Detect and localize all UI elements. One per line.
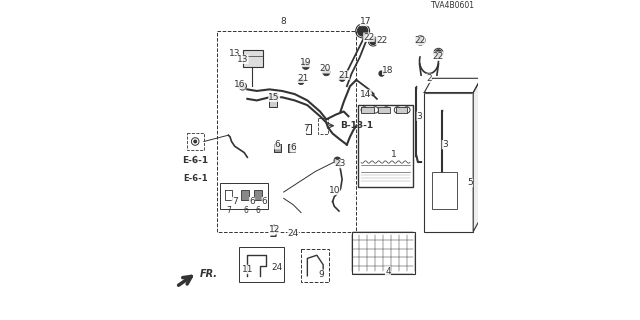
Circle shape: [379, 71, 384, 76]
Bar: [221, 183, 268, 209]
Polygon shape: [473, 78, 481, 232]
Text: 3: 3: [417, 112, 422, 121]
Text: E-6-1: E-6-1: [182, 156, 208, 165]
Text: 9: 9: [319, 270, 324, 279]
Text: 7: 7: [226, 206, 231, 215]
Text: 6: 6: [249, 197, 255, 206]
Bar: [361, 107, 374, 113]
Circle shape: [298, 78, 304, 84]
Bar: [301, 249, 330, 282]
Bar: [289, 144, 295, 152]
Circle shape: [417, 37, 424, 44]
Text: 24: 24: [272, 263, 283, 272]
Text: 17: 17: [360, 17, 372, 26]
Circle shape: [339, 75, 345, 82]
Text: 15: 15: [268, 93, 280, 102]
Bar: [378, 107, 390, 113]
Text: 6: 6: [256, 206, 261, 215]
Text: 12: 12: [269, 226, 280, 235]
Text: 2: 2: [426, 74, 432, 83]
Text: 6: 6: [275, 140, 280, 149]
Text: 23: 23: [335, 159, 346, 168]
Text: 22: 22: [433, 52, 444, 61]
Text: 10: 10: [328, 186, 340, 195]
Text: 18: 18: [382, 66, 394, 75]
Bar: [239, 247, 284, 282]
Text: 22: 22: [414, 36, 425, 45]
Bar: [241, 190, 249, 200]
Circle shape: [358, 26, 368, 36]
Circle shape: [302, 62, 310, 69]
Circle shape: [241, 84, 244, 88]
Text: 7: 7: [303, 124, 308, 133]
Text: 14: 14: [360, 90, 371, 99]
Text: 6: 6: [262, 197, 268, 206]
Text: 13: 13: [229, 49, 241, 58]
Bar: [243, 50, 263, 67]
Text: TVA4B0601: TVA4B0601: [431, 1, 475, 10]
Bar: [358, 105, 413, 187]
Text: 6: 6: [243, 206, 248, 215]
Text: 24: 24: [287, 228, 299, 238]
Bar: [253, 190, 262, 200]
Text: 4: 4: [385, 267, 391, 276]
Text: 7: 7: [232, 197, 237, 206]
Text: 21: 21: [338, 71, 349, 80]
Text: 19: 19: [300, 58, 312, 67]
Circle shape: [334, 157, 340, 164]
Bar: [218, 31, 356, 232]
Bar: [351, 232, 415, 274]
Text: 21: 21: [297, 74, 308, 83]
Bar: [424, 92, 473, 232]
Circle shape: [194, 140, 196, 143]
Text: 3: 3: [442, 140, 447, 149]
Text: 8: 8: [281, 17, 287, 26]
Bar: [319, 118, 328, 134]
Circle shape: [323, 68, 330, 76]
Bar: [432, 172, 458, 209]
Text: 6: 6: [291, 143, 296, 152]
Text: FR.: FR.: [200, 269, 218, 279]
Text: E-6-1: E-6-1: [183, 174, 207, 183]
Bar: [306, 124, 312, 134]
Text: 20: 20: [319, 64, 330, 73]
Text: 1: 1: [392, 150, 397, 159]
Text: 11: 11: [241, 265, 253, 274]
Text: 22: 22: [376, 36, 387, 45]
Text: 16: 16: [234, 80, 245, 89]
Circle shape: [435, 50, 442, 56]
Text: 13: 13: [237, 55, 248, 64]
Bar: [274, 144, 280, 152]
Text: 22: 22: [364, 33, 374, 42]
Bar: [396, 107, 407, 113]
Text: B-13-1: B-13-1: [340, 121, 374, 130]
Polygon shape: [424, 78, 481, 92]
Circle shape: [370, 38, 376, 44]
Bar: [269, 94, 277, 107]
Text: 5: 5: [467, 178, 473, 187]
Bar: [186, 133, 204, 150]
